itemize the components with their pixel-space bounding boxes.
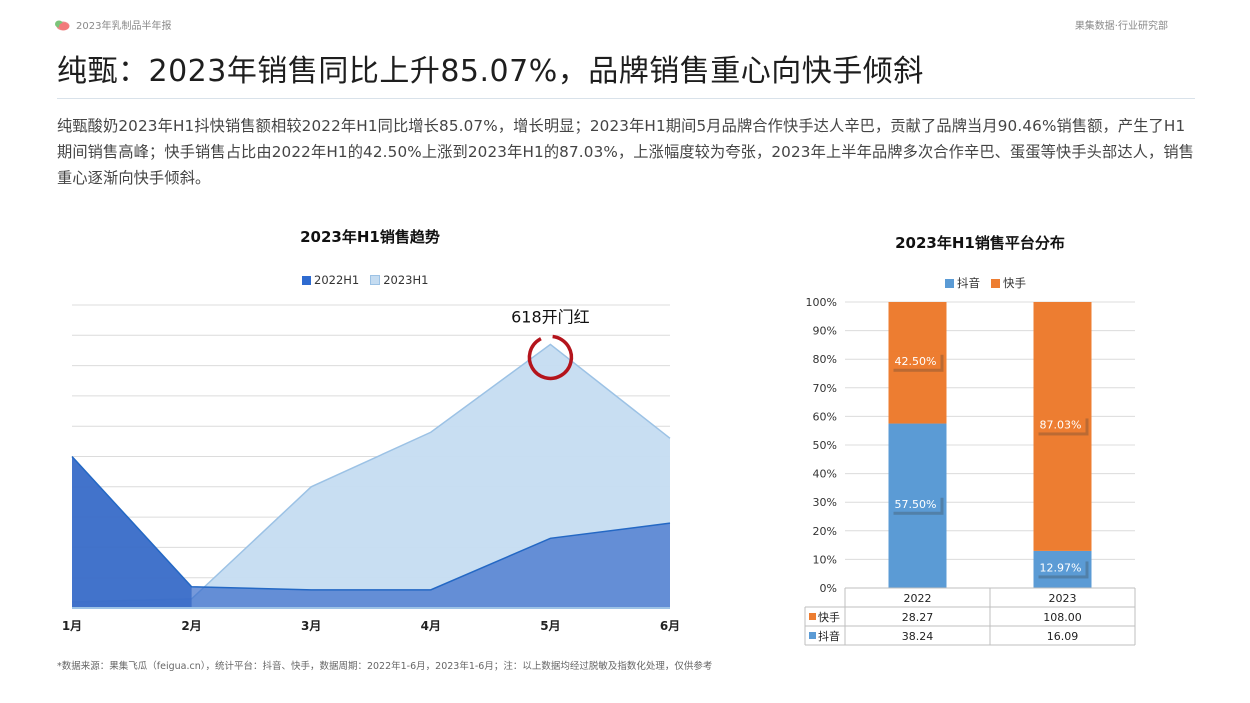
- data-label: 57.50%: [895, 498, 937, 511]
- y-tick-label: 80%: [813, 353, 837, 366]
- legend-swatch-2022h1: [302, 275, 311, 285]
- series-area-2022h1-segment: [72, 456, 192, 608]
- x-tick-label: 1月: [62, 619, 82, 633]
- table-value-cell: 108.00: [1043, 611, 1082, 624]
- data-label: 42.50%: [895, 355, 937, 368]
- page-title: 纯甄：2023年销售同比上升85.07%，品牌销售重心向快手倾斜: [57, 54, 924, 89]
- legend-swatch-douyin: [945, 278, 954, 288]
- legend-item-kuaishou: 快手: [991, 275, 1026, 291]
- table-value-cell: 16.09: [1047, 630, 1079, 643]
- data-label: 87.03%: [1040, 418, 1082, 431]
- x-tick-label: 3月: [301, 619, 321, 633]
- y-tick-label: 10%: [813, 553, 837, 566]
- table-series-name: 快手: [818, 610, 840, 624]
- data-label-box: [1035, 558, 1086, 576]
- title-divider: [57, 98, 1195, 99]
- legend-label-2023h1: 2023H1: [383, 273, 429, 287]
- y-tick-label: 50%: [813, 439, 837, 452]
- annotation-circle-marker: [527, 334, 574, 381]
- trend-chart-legend: 2022H1 2023H1: [302, 273, 434, 287]
- x-tick-label: 2月: [181, 619, 201, 633]
- legend-item-douyin: 抖音: [945, 275, 980, 291]
- trend-chart-title: 2023年H1销售趋势: [300, 228, 440, 246]
- data-label: 12.97%: [1040, 561, 1082, 574]
- data-label-box: [890, 351, 941, 369]
- data-label-box: [1035, 415, 1086, 433]
- series-line-2022h1: [71, 455, 671, 591]
- y-tick-label: 40%: [813, 468, 837, 481]
- legend-swatch-2023h1: [370, 275, 381, 285]
- x-tick-label: 5月: [540, 619, 560, 633]
- y-tick-label: 60%: [813, 410, 837, 423]
- legend-label-2022h1: 2022H1: [314, 273, 360, 287]
- platform-stacked-bar-chart: 0% 10% 20% 30% 40% 50% 60% 70% 80% 90% 100% 57.50% 4…: [804, 296, 1136, 646]
- table-header-cell: 2022: [904, 592, 932, 605]
- platform-chart-title: 2023年H1销售平台分布: [895, 234, 1065, 252]
- trend-area-chart: 1月 2月 3月 4月 5月 6月 618开门红: [62, 304, 680, 633]
- data-label-box: [890, 494, 941, 512]
- x-tick-label: 6月: [660, 619, 680, 633]
- table-header-cell: 2023: [1049, 592, 1077, 605]
- legend-label-douyin: 抖音: [957, 276, 980, 290]
- annotation-label: 618开门红: [511, 307, 590, 326]
- footnote: *数据来源：果集飞瓜（feigua.cn），统计平台：抖音、快手，数据周期：20…: [57, 661, 713, 672]
- report-name: 2023年乳制品半年报: [76, 21, 172, 32]
- y-tick-label: 20%: [813, 525, 837, 538]
- y-tick-label: 30%: [813, 496, 837, 509]
- legend-item-2022h1: 2022H1: [302, 273, 359, 287]
- summary-paragraph: 纯甄酸奶2023年H1抖快销售额相较2022年H1同比增长85.07%，增长明显…: [57, 117, 1195, 187]
- platform-chart-legend: 抖音 快手: [945, 275, 1032, 291]
- table-series-swatch: [809, 632, 816, 639]
- table-value-cell: 28.27: [902, 611, 934, 624]
- table-series-swatch: [809, 613, 816, 620]
- lychee-logo-icon: [55, 20, 70, 30]
- department-label: 果集数据·行业研究部: [1074, 21, 1168, 32]
- y-tick-label: 100%: [806, 296, 837, 309]
- y-tick-label: 70%: [813, 382, 837, 395]
- report-brand: 2023年乳制品半年报: [54, 17, 171, 32]
- table-series-name: 抖音: [818, 629, 840, 643]
- x-tick-label: 4月: [421, 619, 441, 633]
- series-area-2022h1: [72, 456, 670, 608]
- series-area-2023h1: [72, 344, 670, 608]
- y-tick-label: 0%: [820, 582, 837, 595]
- y-tick-label: 90%: [813, 325, 837, 338]
- legend-label-kuaishou: 快手: [1003, 276, 1026, 290]
- legend-swatch-kuaishou: [991, 278, 1000, 288]
- legend-item-2023h1: 2023H1: [370, 273, 428, 287]
- table-value-cell: 38.24: [902, 630, 934, 643]
